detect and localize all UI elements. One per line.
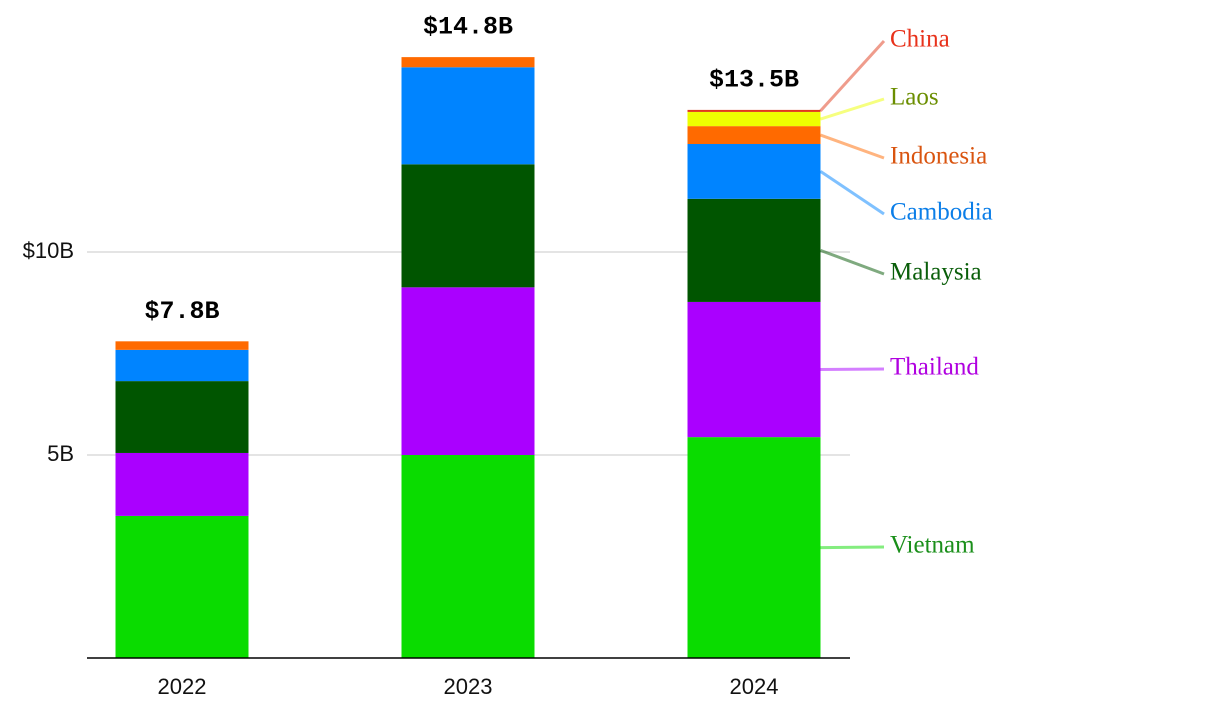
legend-connector xyxy=(820,367,885,372)
y-tick-label: $10B xyxy=(23,238,74,263)
bar-segment xyxy=(115,341,249,350)
bar-segment xyxy=(401,455,535,658)
legend-label: Thailand xyxy=(890,354,979,381)
bar-segment xyxy=(401,57,535,68)
total-label: $13.5B xyxy=(709,66,799,95)
legend-label: China xyxy=(890,26,950,53)
bar-segment xyxy=(687,437,821,658)
bar-segment xyxy=(687,144,821,199)
bar-segment xyxy=(115,515,249,658)
legend-connector xyxy=(820,97,885,121)
bar-segment xyxy=(687,126,821,145)
x-tick-label: 2024 xyxy=(730,674,779,699)
bar-segment xyxy=(687,111,821,127)
bar-segment xyxy=(401,67,535,165)
bar-segment xyxy=(115,381,249,453)
bar-segment xyxy=(687,301,821,438)
legend-connector xyxy=(819,248,885,276)
bar-segment xyxy=(115,349,249,382)
y-tick-label: 5B xyxy=(47,441,74,466)
bar-segment xyxy=(115,452,249,516)
bar-segment xyxy=(401,287,535,455)
x-tick-label: 2023 xyxy=(444,674,493,699)
legend-connector xyxy=(820,545,885,550)
legend-label: Cambodia xyxy=(890,199,993,226)
legend-label: Laos xyxy=(890,84,939,111)
legend-connector xyxy=(819,133,885,160)
total-label: $14.8B xyxy=(423,13,513,42)
legend-label: Indonesia xyxy=(890,143,987,170)
legend-label: Vietnam xyxy=(890,532,975,559)
legend-connector xyxy=(819,39,886,112)
bar-segment xyxy=(687,109,821,112)
legend-label: Malaysia xyxy=(890,259,982,286)
x-tick-label: 2022 xyxy=(158,674,207,699)
legend-connector xyxy=(819,170,885,216)
bar-segment xyxy=(401,164,535,288)
bar-segment xyxy=(687,198,821,302)
total-label: $7.8B xyxy=(144,297,219,326)
